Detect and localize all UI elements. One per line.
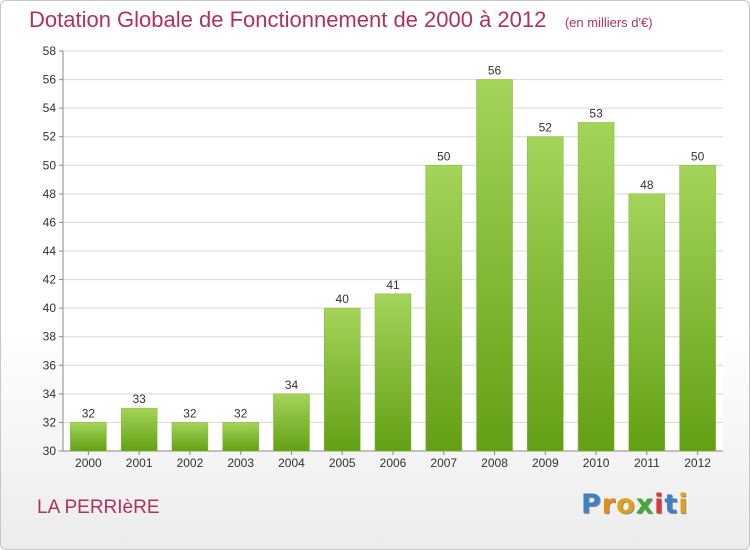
value-label-2000: 32 bbox=[82, 406, 96, 420]
bar-2001[interactable] bbox=[120, 407, 158, 452]
y-tick-label: 30 bbox=[43, 444, 57, 458]
bar-2010[interactable] bbox=[577, 122, 615, 452]
y-tick-label: 58 bbox=[43, 44, 57, 58]
x-tick-label: 2002 bbox=[177, 456, 204, 470]
x-tick-label: 2007 bbox=[430, 456, 457, 470]
value-label-2007: 50 bbox=[437, 149, 451, 163]
value-label-2009: 52 bbox=[539, 121, 553, 135]
bar-2009[interactable] bbox=[527, 136, 564, 452]
x-tick-label: 2003 bbox=[227, 456, 254, 470]
y-tick-label: 40 bbox=[43, 301, 57, 315]
x-tick-label: 2004 bbox=[278, 456, 305, 470]
value-label-2003: 32 bbox=[234, 406, 248, 420]
y-tick-label: 34 bbox=[43, 387, 57, 401]
y-tick-label: 54 bbox=[43, 101, 57, 115]
y-tick-label: 42 bbox=[43, 273, 57, 287]
y-tick-label: 50 bbox=[43, 158, 57, 172]
logo-letter: P bbox=[581, 489, 602, 520]
value-label-2001: 33 bbox=[132, 392, 146, 406]
y-tick-label: 46 bbox=[43, 215, 57, 229]
logo-letter: i bbox=[678, 489, 689, 520]
value-label-2002: 32 bbox=[183, 406, 197, 420]
x-tick-label: 2006 bbox=[380, 456, 407, 470]
y-tick-label: 44 bbox=[43, 244, 57, 258]
logo-letter: o bbox=[616, 489, 636, 520]
logo-letter: r bbox=[601, 489, 617, 520]
value-label-2012: 50 bbox=[691, 149, 705, 163]
y-tick-label: 52 bbox=[43, 130, 57, 144]
chart-subtitle: (en milliers d'€) bbox=[564, 15, 653, 30]
y-tick-label: 48 bbox=[43, 187, 57, 201]
proxiti-logo[interactable]: Proxiti bbox=[581, 489, 689, 520]
bar-2000[interactable] bbox=[70, 422, 107, 452]
bar-2008[interactable] bbox=[476, 79, 513, 452]
logo-letter: i bbox=[654, 489, 665, 520]
bar-2002[interactable] bbox=[171, 422, 209, 452]
x-tick-label: 2005 bbox=[329, 456, 356, 470]
value-label-2006: 41 bbox=[386, 278, 400, 292]
label-layer: 2000 32 2001 33 2002 32 2003 32 2004 34 2005 40 2006… bbox=[75, 64, 711, 470]
bar-2004[interactable] bbox=[273, 393, 310, 452]
bar-2007[interactable] bbox=[425, 165, 463, 452]
bar-2005[interactable] bbox=[323, 307, 361, 452]
x-tick-label: 2000 bbox=[75, 456, 102, 470]
value-label-2005: 40 bbox=[336, 292, 350, 306]
y-tick-label: 32 bbox=[43, 415, 57, 429]
bar-2003[interactable] bbox=[222, 422, 259, 452]
x-tick-label: 2011 bbox=[634, 456, 660, 470]
y-tick-label: 56 bbox=[43, 73, 57, 87]
chart-title: Dotation Globale de Fonctionnement de 20… bbox=[29, 7, 547, 32]
value-label-2004: 34 bbox=[285, 378, 299, 392]
x-tick-label: 2012 bbox=[684, 456, 711, 470]
x-tick-label: 2001 bbox=[126, 456, 153, 470]
y-tick-label: 38 bbox=[43, 330, 57, 344]
title-row: Dotation Globale de Fonctionnement de 20… bbox=[29, 7, 653, 33]
logo-letter: t bbox=[664, 489, 679, 520]
bar-layer bbox=[70, 79, 716, 452]
value-label-2011: 48 bbox=[640, 178, 654, 192]
value-label-2008: 56 bbox=[488, 64, 502, 78]
bar-2011[interactable] bbox=[628, 193, 666, 452]
bar-2006[interactable] bbox=[374, 293, 412, 452]
x-tick-label: 2008 bbox=[481, 456, 508, 470]
logo-letter: x bbox=[635, 489, 655, 520]
y-tick-label: 36 bbox=[43, 358, 57, 372]
x-tick-label: 2009 bbox=[532, 456, 559, 470]
x-tick-label: 2010 bbox=[583, 456, 610, 470]
bar-2012[interactable] bbox=[679, 165, 716, 452]
town-name: LA PERRIèRE bbox=[37, 497, 160, 518]
value-label-2010: 53 bbox=[589, 106, 603, 120]
